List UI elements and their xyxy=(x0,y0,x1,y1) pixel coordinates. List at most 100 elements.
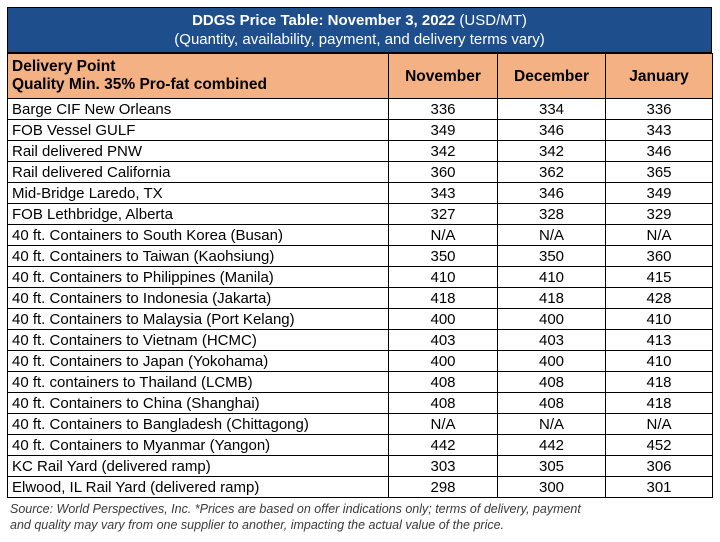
table-row: Rail delivered PNW 342 342 346 xyxy=(7,140,713,162)
delivery-point-cell: KC Rail Yard (delivered ramp) xyxy=(7,455,389,477)
december-price-cell: 408 xyxy=(497,371,606,393)
table-title-main: DDGS Price Table: November 3, 2022 xyxy=(192,12,456,29)
delivery-point-cell: 40 ft. Containers to Bangladesh (Chittag… xyxy=(7,413,389,435)
december-price-cell: 442 xyxy=(497,434,606,456)
december-price-cell: 300 xyxy=(497,476,606,498)
delivery-point-cell: 40 ft. Containers to Malaysia (Port Kela… xyxy=(7,308,389,330)
december-price-cell: 350 xyxy=(497,245,606,267)
delivery-point-cell: Rail delivered PNW xyxy=(7,140,389,162)
table-row: Elwood, IL Rail Yard (delivered ramp) 298… xyxy=(7,476,713,498)
november-price-cell: 408 xyxy=(388,392,498,414)
december-price-cell: 418 xyxy=(497,287,606,309)
header-quality-label: Quality Min. 35% Pro-fat combined xyxy=(12,76,267,93)
january-price-cell: 360 xyxy=(605,245,713,267)
december-price-cell: 400 xyxy=(497,350,606,372)
table-row: FOB Lethbridge, Alberta 327 328 329 xyxy=(7,203,713,225)
table-body: Barge CIF New Orleans 336 334 336 FOB Vessel… xyxy=(7,98,713,498)
table-header-row: Delivery Point Quality Min. 35% Pro-fat … xyxy=(7,53,713,99)
header-december: December xyxy=(497,53,606,99)
december-price-cell: 346 xyxy=(497,119,606,141)
table-title: DDGS Price Table: November 3, 2022 (USD/… xyxy=(8,11,711,30)
delivery-point-cell: 40 ft. Containers to Japan (Yokohama) xyxy=(7,350,389,372)
source-footnote: Source: World Perspectives, Inc. *Prices… xyxy=(7,501,712,533)
delivery-point-cell: Barge CIF New Orleans xyxy=(7,98,389,120)
january-price-cell: 343 xyxy=(605,119,713,141)
december-price-cell: N/A xyxy=(497,224,606,246)
november-price-cell: 403 xyxy=(388,329,498,351)
footnote-line-1: Source: World Perspectives, Inc. *Prices… xyxy=(10,502,581,516)
january-price-cell: 418 xyxy=(605,392,713,414)
footnote-line-2: and quality may vary from one supplier t… xyxy=(10,518,505,532)
delivery-point-cell: 40 ft. Containers to South Korea (Busan) xyxy=(7,224,389,246)
november-price-cell: 400 xyxy=(388,308,498,330)
table-row: Barge CIF New Orleans 336 334 336 xyxy=(7,98,713,120)
table-row: 40 ft. Containers to Indonesia (Jakarta)… xyxy=(7,287,713,309)
january-price-cell: 346 xyxy=(605,140,713,162)
january-price-cell: 365 xyxy=(605,161,713,183)
december-price-cell: 362 xyxy=(497,161,606,183)
november-price-cell: 336 xyxy=(388,98,498,120)
december-price-cell: 334 xyxy=(497,98,606,120)
january-price-cell: N/A xyxy=(605,224,713,246)
november-price-cell: 303 xyxy=(388,455,498,477)
december-price-cell: 342 xyxy=(497,140,606,162)
table-subtitle: (Quantity, availability, payment, and de… xyxy=(174,31,545,48)
december-price-cell: 305 xyxy=(497,455,606,477)
november-price-cell: 360 xyxy=(388,161,498,183)
delivery-point-cell: 40 ft. Containers to Vietnam (HCMC) xyxy=(7,329,389,351)
delivery-point-cell: Elwood, IL Rail Yard (delivered ramp) xyxy=(7,476,389,498)
table-row: FOB Vessel GULF 349 346 343 xyxy=(7,119,713,141)
january-price-cell: 336 xyxy=(605,98,713,120)
december-price-cell: 408 xyxy=(497,392,606,414)
november-price-cell: 418 xyxy=(388,287,498,309)
delivery-point-cell: 40 ft. Containers to Philippines (Manila… xyxy=(7,266,389,288)
january-price-cell: 410 xyxy=(605,308,713,330)
january-price-cell: 452 xyxy=(605,434,713,456)
january-price-cell: 413 xyxy=(605,329,713,351)
delivery-point-cell: 40 ft. Containers to Taiwan (Kaohsiung) xyxy=(7,245,389,267)
january-price-cell: 428 xyxy=(605,287,713,309)
table-row: 40 ft. Containers to Philippines (Manila… xyxy=(7,266,713,288)
header-delivery-point-label: Delivery Point xyxy=(12,58,116,75)
january-price-cell: 349 xyxy=(605,182,713,204)
table-row: 40 ft. Containers to China (Shanghai) 408… xyxy=(7,392,713,414)
delivery-point-cell: FOB Lethbridge, Alberta xyxy=(7,203,389,225)
november-price-cell: 327 xyxy=(388,203,498,225)
price-table-container: DDGS Price Table: November 3, 2022 (USD/… xyxy=(7,7,713,533)
december-price-cell: 346 xyxy=(497,182,606,204)
november-price-cell: 400 xyxy=(388,350,498,372)
november-price-cell: 349 xyxy=(388,119,498,141)
november-price-cell: N/A xyxy=(388,413,498,435)
table-row: 40 ft. Containers to Japan (Yokohama) 400… xyxy=(7,350,713,372)
delivery-point-cell: Mid-Bridge Laredo, TX xyxy=(7,182,389,204)
table-row: 40 ft. containers to Thailand (LCMB) 408 4… xyxy=(7,371,713,393)
table-title-unit: (USD/MT) xyxy=(459,12,527,29)
december-price-cell: 400 xyxy=(497,308,606,330)
price-table: Delivery Point Quality Min. 35% Pro-fat … xyxy=(7,53,713,498)
delivery-point-cell: Rail delivered California xyxy=(7,161,389,183)
december-price-cell: 410 xyxy=(497,266,606,288)
delivery-point-cell: 40 ft. Containers to China (Shanghai) xyxy=(7,392,389,414)
delivery-point-cell: FOB Vessel GULF xyxy=(7,119,389,141)
table-row: KC Rail Yard (delivered ramp) 303 305 306 xyxy=(7,455,713,477)
january-price-cell: 418 xyxy=(605,371,713,393)
december-price-cell: N/A xyxy=(497,413,606,435)
delivery-point-cell: 40 ft. containers to Thailand (LCMB) xyxy=(7,371,389,393)
header-january: January xyxy=(605,53,713,99)
delivery-point-cell: 40 ft. Containers to Indonesia (Jakarta) xyxy=(7,287,389,309)
november-price-cell: 442 xyxy=(388,434,498,456)
november-price-cell: 342 xyxy=(388,140,498,162)
table-row: 40 ft. Containers to Taiwan (Kaohsiung) 3… xyxy=(7,245,713,267)
table-title-bar: DDGS Price Table: November 3, 2022 (USD/… xyxy=(7,7,712,53)
table-row: Mid-Bridge Laredo, TX 343 346 349 xyxy=(7,182,713,204)
january-price-cell: 410 xyxy=(605,350,713,372)
november-price-cell: 408 xyxy=(388,371,498,393)
november-price-cell: 350 xyxy=(388,245,498,267)
december-price-cell: 328 xyxy=(497,203,606,225)
table-row: 40 ft. Containers to Malaysia (Port Kela… xyxy=(7,308,713,330)
delivery-point-cell: 40 ft. Containers to Myanmar (Yangon) xyxy=(7,434,389,456)
header-november: November xyxy=(388,53,498,99)
november-price-cell: 298 xyxy=(388,476,498,498)
january-price-cell: 301 xyxy=(605,476,713,498)
table-row: 40 ft. Containers to Bangladesh (Chittag… xyxy=(7,413,713,435)
